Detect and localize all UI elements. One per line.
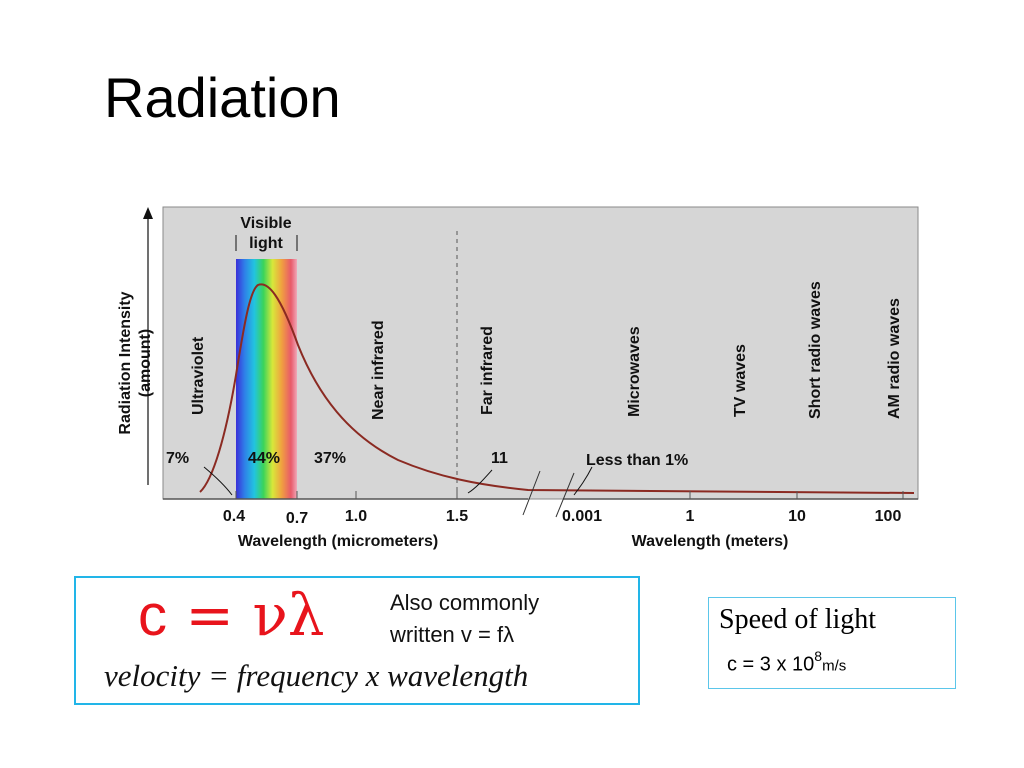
axis-break-mark-1 <box>522 470 541 516</box>
region-am-radio-waves: AM radio waves <box>886 298 903 419</box>
tick-0.001: 0.001 <box>562 508 602 525</box>
speed-formula-unit: m/s <box>822 657 847 675</box>
percent-visible: 44% <box>248 450 280 467</box>
percent-uv: 7% <box>166 450 189 467</box>
region-tv-waves: TV waves <box>732 344 749 417</box>
y-axis-label-line1: Radiation Intensity <box>117 291 134 434</box>
percent-far-ir: 11 <box>491 450 508 467</box>
visible-light-band <box>236 259 297 499</box>
percent-near-ir: 37% <box>314 450 346 467</box>
wave-equation: c = νλ <box>138 586 325 645</box>
region-far-infrared: Far infrared <box>479 326 496 415</box>
visible-label-line1: Visible <box>240 215 291 232</box>
equation-alt-line2: written v = fλ <box>390 622 515 647</box>
speed-of-light-label: Speed of light <box>719 604 877 635</box>
wave-equation-box: c = νλ Also commonly written v = fλ velo… <box>74 576 640 705</box>
far-ir-pointer-arrow <box>467 469 493 494</box>
visible-label-line2: light <box>249 235 283 252</box>
axis-break-mark-2 <box>555 472 575 518</box>
equation-lhs: c <box>138 583 167 648</box>
rest-pointer-arrow <box>573 466 593 496</box>
region-short-radio-waves: Short radio waves <box>807 281 824 419</box>
speed-formula-exponent: 8 <box>814 648 823 664</box>
x-axis-label-micrometers: Wavelength (micrometers) <box>238 533 438 550</box>
tick-10: 10 <box>788 508 806 525</box>
equation-in-words: velocity = frequency x wavelength <box>104 658 529 693</box>
tick-100: 100 <box>875 508 902 525</box>
region-microwaves: Microwaves <box>626 326 643 417</box>
spectrum-diagram: Radiation Intensity (amount) Visible lig… <box>117 206 919 550</box>
region-near-infrared: Near infrared <box>370 320 387 420</box>
speed-of-light-box: Speed of light c = 3 x 108m/s <box>708 597 956 689</box>
percent-rest: Less than 1% <box>586 452 688 469</box>
slide-title: Radiation <box>104 66 341 129</box>
tick-0.4: 0.4 <box>223 508 245 525</box>
equation-alt-line1: Also commonly <box>390 590 540 615</box>
x-axis-label-meters: Wavelength (meters) <box>632 533 789 550</box>
tick-0.7: 0.7 <box>286 510 308 527</box>
uv-pointer-arrow <box>203 466 233 496</box>
y-axis-arrow-head <box>143 207 153 219</box>
y-axis-label-line2: (amount) <box>137 329 154 397</box>
tick-1: 1 <box>686 508 695 525</box>
equation-equals: = <box>167 581 253 649</box>
tick-1.5: 1.5 <box>446 508 468 525</box>
equation-rhs: νλ <box>252 581 325 649</box>
intensity-curve <box>199 283 915 494</box>
speed-of-light-formula: c = 3 x 108m/s <box>727 648 847 677</box>
speed-formula-prefix: c = 3 x 10 <box>727 653 815 676</box>
tick-1.0: 1.0 <box>345 508 367 525</box>
region-ultraviolet: Ultraviolet <box>190 336 207 415</box>
